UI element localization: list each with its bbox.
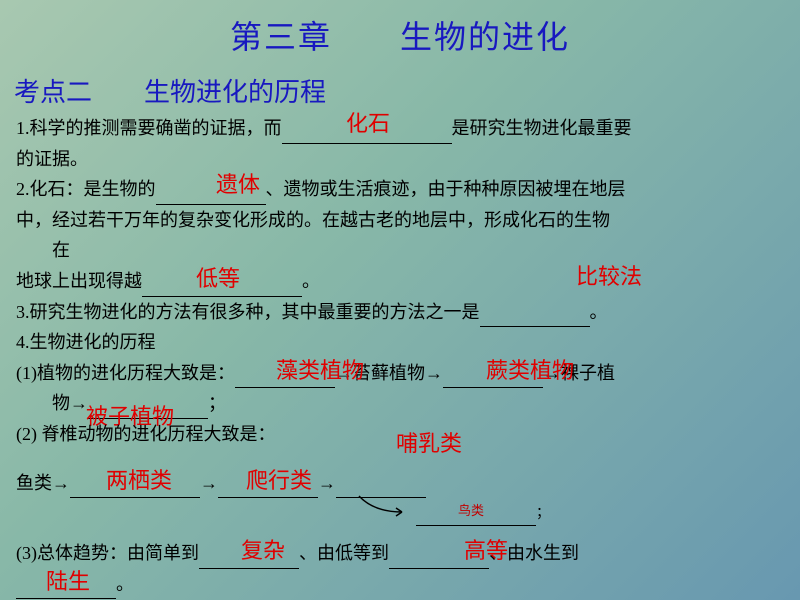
text-1a: 1.科学的推测需要确凿的证据，而 (16, 118, 282, 138)
text-2a: 2.化石：是生物的 (16, 179, 156, 199)
text-1c: 的证据。 (16, 149, 88, 169)
chapter-title: 第三章 生物的进化 (0, 0, 800, 58)
answer-reptile: 爬行类 (246, 462, 312, 499)
text-7b: → (200, 473, 218, 493)
section-subtitle: 考点二 生物进化的历程 (0, 58, 800, 113)
text-8a: (3)总体趋势：由简单到 (16, 543, 199, 563)
text-7c: → (318, 473, 336, 493)
text-2d: 在 (16, 240, 70, 260)
text-4: 4.生物进化的历程 (16, 332, 156, 352)
text-5a: (1)植物的进化历程大致是： (16, 363, 235, 383)
answer-fern: 蕨类植物 (486, 352, 574, 389)
line-8d: 。 陆生 (16, 569, 784, 600)
line-7-branch: ； 鸟类 (16, 498, 784, 524)
text-2c: 中，经过若干万年的复杂变化形成的。在越古老的地层中，形成化石的生物 (16, 210, 610, 230)
text-3b: 。 (590, 302, 608, 322)
line-8: (3)总体趋势：由简单到、由低等到、由水生到 复杂 高等 (16, 538, 784, 569)
answer-amphibian: 两栖类 (106, 462, 172, 499)
text-6: (2) 脊椎动物的进化历程大致是： (16, 424, 276, 444)
content-body: 1.科学的推测需要确凿的证据，而是研究生物进化最重要 化石 的证据。 2.化石：… (0, 113, 800, 599)
answer-algae: 藻类植物 (276, 352, 364, 389)
text-8d: 。 (116, 574, 134, 594)
line-2e: 地球上出现得越。 低等 比较法 (16, 266, 784, 297)
answer-fossil: 化石 (346, 105, 390, 142)
text-7a: 鱼类→ (16, 473, 70, 493)
line-2: 2.化石：是生物的、遗物或生活痕迹，由于种种原因被埋在地层 遗体 (16, 174, 784, 205)
answer-remains: 遗体 (216, 166, 260, 203)
answer-mammal: 哺乳类 (396, 425, 462, 462)
text-5d: 物→ (16, 393, 88, 413)
text-1b: 是研究生物进化最重要 (452, 118, 632, 138)
text-5e: ； (208, 393, 226, 413)
text-2b: 、遗物或生活痕迹，由于种种原因被埋在地层 (266, 179, 626, 199)
answer-comparison: 比较法 (576, 258, 642, 295)
answer-lower: 低等 (196, 260, 240, 297)
answer-higher: 高等 (464, 532, 508, 569)
line-5: (1)植物的进化历程大致是：→苔藓植物→→裸子植 藻类植物 蕨类植物 (16, 358, 784, 389)
line-5d: 物→； 被子植物 (16, 388, 784, 419)
text-7e: ； (536, 506, 550, 521)
branch-arrow-icon (354, 494, 414, 522)
line-1: 1.科学的推测需要确凿的证据，而是研究生物进化最重要 化石 (16, 113, 784, 144)
line-6: (2) 脊椎动物的进化历程大致是： 哺乳类 (16, 419, 784, 450)
text-2e: 地球上出现得越 (16, 271, 142, 291)
answer-complex: 复杂 (241, 532, 285, 569)
text-2f: 。 (302, 271, 320, 291)
line-3: 3.研究生物进化的方法有很多种，其中最重要的方法之一是 。 (16, 297, 784, 328)
line-1c: 的证据。 (16, 144, 784, 175)
answer-bird: 鸟类 (458, 500, 484, 522)
text-3a: 3.研究生物进化的方法有很多种，其中最重要的方法之一是 (16, 302, 480, 322)
line-4: 4.生物进化的历程 (16, 327, 784, 358)
line-2d: 在 (16, 235, 784, 266)
answer-terrestrial: 陆生 (46, 563, 90, 600)
line-2c: 中，经过若干万年的复杂变化形成的。在越古老的地层中，形成化石的生物 (16, 205, 784, 236)
text-8b: 、由低等到 (299, 543, 389, 563)
